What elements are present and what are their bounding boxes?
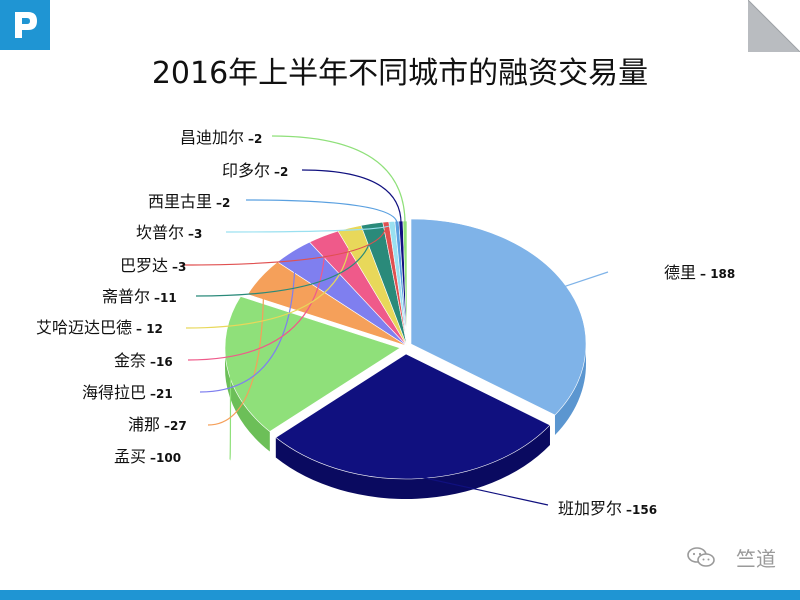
slice-name: 浦那 [128,415,160,434]
slice-value: –156 [626,503,657,517]
slice-value: –2 [216,196,230,210]
slice-value: –2 [274,165,288,179]
slice-value: – 12 [136,322,163,336]
slice-name: 海得拉巴 [82,383,146,402]
leader-line [229,366,232,461]
slice-name: 印多尔 [222,161,270,180]
wechat-icon [687,547,715,567]
slice-label: 艾哈迈达巴德 – 12 [36,318,163,337]
slice-label: 西里古里 –2 [148,192,230,211]
leader-line [185,230,352,329]
slice-value: –11 [154,291,177,305]
p-logo-icon [15,12,37,38]
slice-name: 巴罗达 [120,256,168,275]
pie-slice-side [554,344,586,436]
watermark-text: 竺道 [736,547,776,571]
slice-name: 西里古里 [148,192,212,211]
slice-label: 巴罗达 –3 [120,256,186,275]
slice-value: –100 [150,451,181,465]
logo-badge [0,0,50,50]
leader-line [416,475,549,506]
bottom-bar [0,590,800,600]
leader-line [301,169,402,224]
slice-name: 斋普尔 [102,287,150,306]
slice-name: 艾哈迈达巴德 [36,318,132,337]
pie-sides [224,344,586,500]
slice-label: 坎普尔 –3 [136,223,202,242]
slice-label: 德里 – 188 [664,263,735,282]
leader-lines [181,135,609,506]
slice-name: 坎普尔 [136,223,184,242]
page-fold-icon [748,0,800,52]
slice-value: –2 [248,132,262,146]
slice-label: 昌迪加尔 –2 [180,128,262,147]
slice-label: 斋普尔 –11 [102,287,177,306]
leader-line [199,253,296,393]
slice-value: –16 [150,355,173,369]
leader-line [271,135,406,224]
slice-name: 班加罗尔 [558,499,622,518]
slice-value: –21 [150,387,173,401]
pie-slice [224,296,401,432]
slice-label: 金奈 –16 [114,351,173,370]
leader-line [245,199,398,224]
slice-value: –3 [172,260,186,274]
slice-label: 孟买 –100 [114,447,181,466]
pie-slice [275,353,551,480]
pie-tops [224,218,587,480]
slice-name: 孟买 [114,447,146,466]
slice-value: – 188 [700,267,735,281]
slice-value: –27 [164,419,187,433]
slice-name: 德里 [664,263,696,282]
slice-label: 班加罗尔 –156 [558,499,657,518]
leader-line [562,271,609,288]
slice-label: 浦那 –27 [128,415,187,434]
slice-labels: 德里 – 188 班加罗尔 –156 孟买 –100 浦那 –27 海得拉巴 –21 金奈 –16 艾哈… [36,128,735,518]
leader-line [225,223,393,233]
leader-line [195,226,374,297]
slice-value: –3 [188,227,202,241]
leader-line [187,238,326,361]
slice-label: 印多尔 –2 [222,161,288,180]
leader-line [207,278,265,426]
pie-slice-side [224,348,270,452]
pie-slice-side [275,425,550,500]
chart-title: 2016年上半年不同城市的融资交易量 [151,56,649,91]
slice-name: 金奈 [114,351,146,370]
slice-label: 海得拉巴 –21 [82,383,173,402]
leader-line [181,224,387,266]
slice-name: 昌迪加尔 [180,128,244,147]
